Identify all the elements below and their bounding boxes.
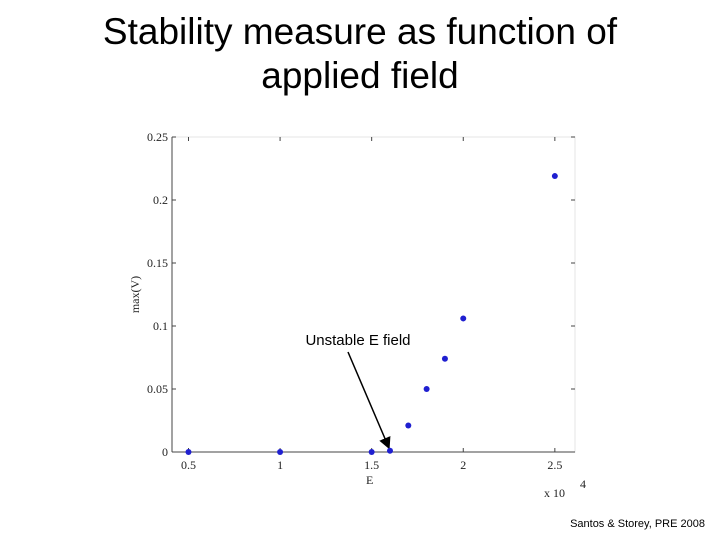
x-tick-label: 2.5	[547, 458, 562, 472]
y-tick-label: 0.1	[153, 319, 168, 333]
point	[368, 449, 375, 455]
point	[551, 173, 558, 180]
point	[423, 386, 430, 392]
annotation-arrow	[347, 351, 391, 450]
point	[405, 422, 412, 429]
point	[277, 449, 284, 455]
point	[441, 355, 448, 362]
x-tick-label: 0.5	[181, 458, 196, 472]
x-axis-label: E	[366, 473, 373, 487]
source: Santos & Storey, PRE 2008	[570, 518, 705, 530]
y-tick-label: 0.15	[147, 256, 168, 270]
point	[185, 449, 192, 455]
point	[460, 315, 467, 322]
point	[386, 447, 393, 454]
y-axis-label: max(V)	[128, 276, 142, 313]
x-tick-label: 1.5	[364, 458, 379, 472]
slide-title: Stability measure as function of applied…	[102, 11, 618, 96]
plot-box	[171, 136, 576, 453]
x-tick-label: 1	[277, 458, 283, 472]
x-multiplier-exponent: 4	[580, 477, 586, 491]
annotation: Unstable E field	[305, 332, 410, 349]
x-tick-label: 2	[460, 458, 466, 472]
y-tick-label: 0.25	[147, 130, 168, 144]
x-multiplier: x 10	[544, 486, 565, 500]
y-tick-label: 0.2	[153, 193, 168, 207]
y-tick-label: 0	[162, 445, 168, 459]
y-tick-label: 0.05	[147, 382, 168, 396]
